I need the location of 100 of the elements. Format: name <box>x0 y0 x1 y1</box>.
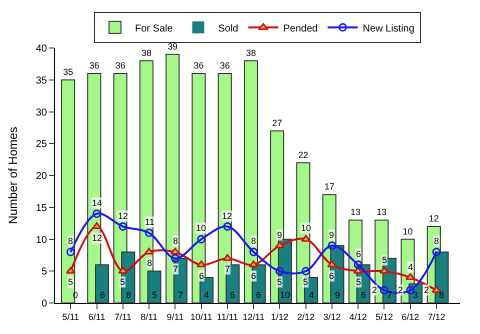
data-label: 5 <box>68 277 74 287</box>
data-label: 13 <box>350 207 360 218</box>
data-label: 5 <box>277 277 282 287</box>
legend-label: Pended <box>283 23 318 34</box>
data-label: 36 <box>115 60 126 70</box>
x-tick-label: 6/12 <box>402 312 420 322</box>
data-label: 10 <box>280 290 290 300</box>
x-tick-label: 5/11 <box>62 312 80 322</box>
data-label: 22 <box>298 150 308 160</box>
data-label: 6 <box>256 290 262 300</box>
data-label: 12 <box>428 214 439 224</box>
data-label: 8 <box>126 290 132 300</box>
data-label: 9 <box>335 290 340 300</box>
point <box>328 241 336 250</box>
x-tick-label: 1/12 <box>270 312 288 322</box>
x-tick-label: 10/11 <box>190 312 212 322</box>
legend-label: New Listing <box>362 23 414 34</box>
data-label: 9 <box>277 230 282 240</box>
y-tick-label: 30 <box>36 107 48 118</box>
data-label: 8 <box>251 236 256 246</box>
data-label: 8 <box>439 290 444 300</box>
y-tick-label: 10 <box>36 234 48 246</box>
data-label: 5 <box>303 277 308 287</box>
x-tick-label: 7/11 <box>114 312 132 322</box>
data-label: 7 <box>387 290 392 300</box>
data-label: 2 <box>398 285 404 295</box>
x-tick-label: 5/12 <box>375 312 393 322</box>
data-label: 6 <box>361 290 366 300</box>
point <box>222 254 232 261</box>
data-label: 14 <box>92 198 102 208</box>
data-label: 5 <box>152 290 158 300</box>
data-label: 10 <box>301 223 312 233</box>
data-label: 7 <box>178 290 184 300</box>
point <box>301 235 311 242</box>
y-tick-label: 15 <box>36 202 48 214</box>
data-label: 38 <box>246 48 256 58</box>
point <box>406 286 415 294</box>
data-label: 5 <box>356 277 362 287</box>
point <box>379 266 390 274</box>
data-label: 6 <box>100 290 106 300</box>
point <box>223 222 232 231</box>
data-label: 10 <box>402 226 413 236</box>
data-label: 12 <box>92 233 102 243</box>
point <box>144 248 154 254</box>
x-tick-label: 8/11 <box>140 312 158 322</box>
legend-label: For Sale <box>135 23 174 34</box>
y-tick-label: 0 <box>41 298 48 310</box>
data-label: 6 <box>356 249 362 259</box>
y-axis-title: Number of Homes <box>6 126 20 224</box>
data-label: 4 <box>408 262 414 272</box>
point <box>432 248 441 256</box>
data-label: 39 <box>168 41 178 52</box>
data-label: 6 <box>230 290 236 300</box>
x-tick-label: 7/12 <box>428 312 446 322</box>
x-tick-label: 6/11 <box>88 312 106 322</box>
y-tick-label: 5 <box>41 266 48 278</box>
point <box>353 266 363 274</box>
point <box>66 266 76 274</box>
data-label: 4 <box>309 290 314 300</box>
point <box>170 254 180 263</box>
data-label: 4 <box>204 290 210 300</box>
point <box>249 248 258 256</box>
data-label: 10 <box>196 223 206 233</box>
data-label: 6 <box>199 271 204 281</box>
data-label: 6 <box>329 271 334 281</box>
data-label: 36 <box>194 60 204 70</box>
data-label: 12 <box>118 211 128 221</box>
x-tick-label: 3/12 <box>323 312 341 322</box>
point <box>275 266 284 276</box>
data-label: 5 <box>120 277 126 287</box>
y-tick-label: 20 <box>36 171 48 182</box>
data-label: 8 <box>173 236 178 246</box>
data-label: 6 <box>251 271 256 281</box>
data-label: 17 <box>324 182 334 192</box>
point <box>380 286 388 294</box>
point <box>118 266 128 274</box>
data-label: 13 <box>376 207 387 218</box>
x-tick-label: 11/11 <box>216 312 238 322</box>
x-tick-label: 12/11 <box>242 312 265 322</box>
point <box>92 210 102 218</box>
point <box>432 286 442 293</box>
point <box>144 228 154 238</box>
point <box>327 260 337 268</box>
data-label: 11 <box>145 217 154 227</box>
point <box>196 260 206 268</box>
point <box>354 260 362 269</box>
data-label: 8 <box>434 236 440 246</box>
x-tick-label: 4/12 <box>349 312 367 322</box>
data-label: 8 <box>147 258 152 268</box>
data-label: 9 <box>329 230 334 240</box>
data-label: 7 <box>173 264 178 274</box>
x-tick-label: 2/12 <box>297 312 315 322</box>
data-label: 8 <box>68 236 74 246</box>
point <box>302 266 310 276</box>
y-tick-label: 25 <box>36 139 48 150</box>
x-tick-label: 9/11 <box>166 312 184 322</box>
data-label: 2 <box>372 285 378 295</box>
y-tick-label: 35 <box>36 75 48 86</box>
data-label: 27 <box>272 118 282 128</box>
point <box>170 248 180 254</box>
